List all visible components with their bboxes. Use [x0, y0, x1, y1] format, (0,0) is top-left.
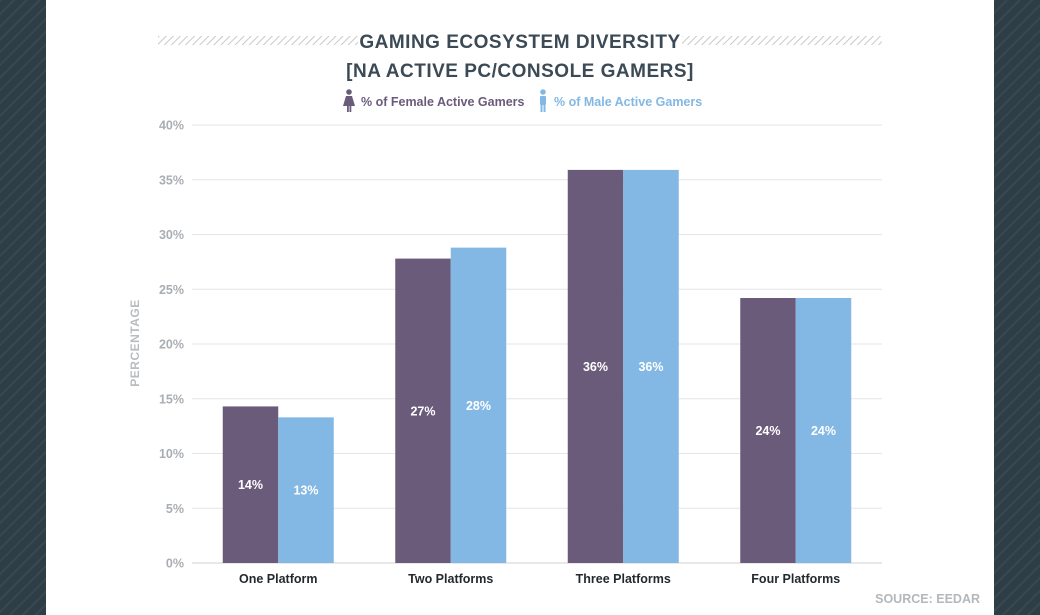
data-label: 28%	[466, 399, 491, 413]
bars	[222, 169, 852, 563]
y-tick-label: 40%	[159, 119, 184, 133]
x-category-label: Two Platforms	[408, 572, 493, 586]
data-label: 24%	[811, 424, 836, 438]
legend-item-female: % of Female Active Gamers	[343, 89, 525, 112]
bar-female-2	[567, 169, 624, 563]
chart-title: GAMING ECOSYSTEM DIVERSITY	[359, 32, 680, 53]
bar-male-2	[623, 169, 679, 563]
data-label: 27%	[410, 404, 435, 418]
bar-chart: GAMING ECOSYSTEM DIVERSITY [NA ACTIVE PC…	[128, 32, 980, 606]
source-note: SOURCE: EEDAR	[875, 592, 980, 606]
title-left-hatch-decoration	[158, 36, 358, 45]
y-tick-label: 25%	[159, 283, 184, 297]
data-label: 14%	[238, 478, 263, 492]
y-axis-ticks: 0% 5% 10% 15% 20% 25% 30% 35% 40%	[159, 119, 184, 571]
y-tick-label: 35%	[159, 173, 184, 187]
x-category-label: One Platform	[239, 572, 318, 586]
y-tick-label: 0%	[166, 557, 184, 571]
bar-male-1	[450, 247, 507, 563]
y-tick-label: 20%	[159, 338, 184, 352]
bar-male-0	[278, 417, 334, 563]
female-person-icon	[343, 89, 355, 112]
bar-female-3	[740, 298, 796, 563]
y-tick-label: 15%	[159, 392, 184, 406]
legend-label-female: % of Female Active Gamers	[361, 95, 525, 109]
legend-label-male: % of Male Active Gamers	[554, 95, 702, 109]
bar-female-1	[395, 258, 451, 563]
y-tick-label: 5%	[166, 502, 184, 516]
bar-female-0	[222, 406, 279, 563]
chart-card: GAMING ECOSYSTEM DIVERSITY [NA ACTIVE PC…	[46, 0, 994, 615]
x-category-label: Three Platforms	[576, 572, 671, 586]
x-category-label: Four Platforms	[751, 572, 840, 586]
data-label: 24%	[755, 424, 780, 438]
male-person-icon	[540, 89, 546, 112]
data-labels: 14% 13% 27% 28% 36% 36% 24% 24%	[238, 360, 836, 498]
bar-male-3	[795, 298, 852, 563]
legend: % of Female Active Gamers % of Male Acti…	[343, 89, 702, 112]
y-tick-label: 30%	[159, 228, 184, 242]
chart-subtitle: [NA ACTIVE PC/CONSOLE GAMERS]	[346, 61, 694, 82]
data-label: 13%	[293, 484, 318, 498]
legend-item-male: % of Male Active Gamers	[540, 89, 702, 112]
y-tick-label: 10%	[159, 447, 184, 461]
data-label: 36%	[583, 360, 608, 374]
x-axis-categories: One Platform Two Platforms Three Platforms…	[239, 572, 840, 586]
y-axis-label: PERCENTAGE	[128, 299, 142, 386]
title-right-hatch-decoration	[682, 36, 882, 45]
data-label: 36%	[638, 360, 663, 374]
